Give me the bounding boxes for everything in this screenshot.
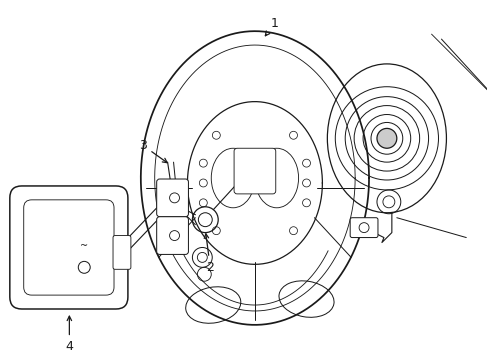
Text: 4: 4 xyxy=(65,316,73,353)
FancyBboxPatch shape xyxy=(24,200,114,295)
FancyBboxPatch shape xyxy=(234,148,275,194)
Text: 3: 3 xyxy=(139,139,167,163)
Text: 2: 2 xyxy=(204,234,214,274)
FancyBboxPatch shape xyxy=(156,217,188,255)
Text: 1: 1 xyxy=(265,17,278,36)
FancyBboxPatch shape xyxy=(113,235,131,269)
FancyBboxPatch shape xyxy=(349,218,377,238)
FancyBboxPatch shape xyxy=(156,179,188,217)
Text: ~: ~ xyxy=(80,240,88,251)
FancyBboxPatch shape xyxy=(10,186,128,309)
Circle shape xyxy=(376,129,396,148)
Ellipse shape xyxy=(326,64,446,213)
